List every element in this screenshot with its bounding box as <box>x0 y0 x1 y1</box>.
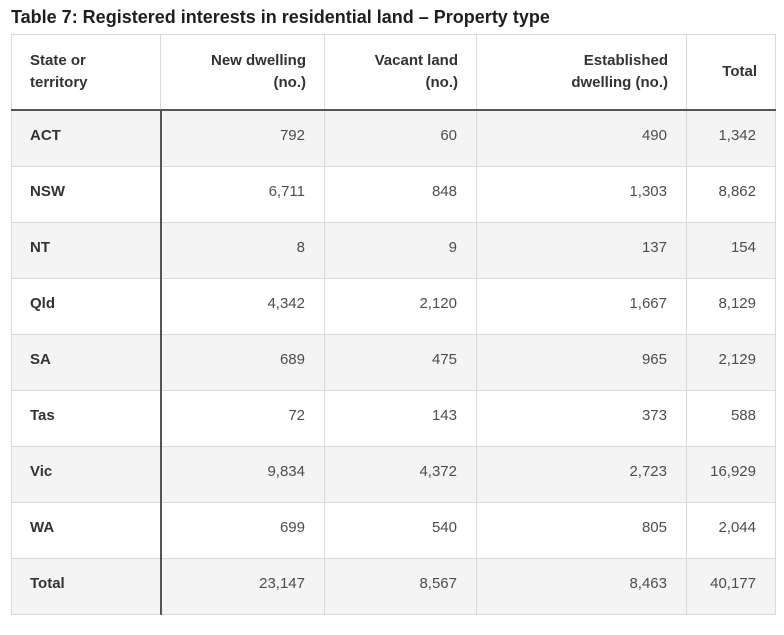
table-row-vic: Vic 9,834 4,372 2,723 16,929 <box>11 445 776 503</box>
column-header-new-dwelling: New dwelling (no.) <box>160 34 325 111</box>
table-row-nsw: NSW 6,711 848 1,303 8,862 <box>11 165 776 223</box>
cell-established-dwelling: 965 <box>476 333 687 391</box>
row-label: Qld <box>11 277 162 335</box>
cell-established-dwelling: 2,723 <box>476 445 687 503</box>
table-row-total: Total 23,147 8,567 8,463 40,177 <box>11 557 776 615</box>
cell-new-dwelling: 8 <box>160 221 325 279</box>
cell-total: 154 <box>686 221 776 279</box>
cell-vacant-land: 9 <box>324 221 477 279</box>
column-header-vacant-land: Vacant land (no.) <box>324 34 477 111</box>
table-row-qld: Qld 4,342 2,120 1,667 8,129 <box>11 277 776 335</box>
cell-established-dwelling: 8,463 <box>476 557 687 615</box>
table-row-tas: Tas 72 143 373 588 <box>11 389 776 447</box>
column-header-label: State or territory <box>30 52 88 91</box>
table-row-act: ACT 792 60 490 1,342 <box>11 109 776 167</box>
cell-established-dwelling: 137 <box>476 221 687 279</box>
cell-new-dwelling: 699 <box>160 501 325 559</box>
cell-established-dwelling: 1,667 <box>476 277 687 335</box>
cell-total: 8,129 <box>686 277 776 335</box>
cell-new-dwelling: 9,834 <box>160 445 325 503</box>
cell-vacant-land: 848 <box>324 165 477 223</box>
cell-new-dwelling: 72 <box>160 389 325 447</box>
header-row: State or territory New dwelling (no.) Va… <box>11 34 776 111</box>
table-row-wa: WA 699 540 805 2,044 <box>11 501 776 559</box>
cell-vacant-land: 143 <box>324 389 477 447</box>
cell-vacant-land: 60 <box>324 109 477 167</box>
cell-total: 588 <box>686 389 776 447</box>
table-row-sa: SA 689 475 965 2,129 <box>11 333 776 391</box>
table-title: Table 7: Registered interests in residen… <box>11 7 550 27</box>
cell-vacant-land: 475 <box>324 333 477 391</box>
cell-vacant-land: 8,567 <box>324 557 477 615</box>
row-label: Tas <box>11 389 162 447</box>
row-label: WA <box>11 501 162 559</box>
row-label: NT <box>11 221 162 279</box>
registered-interests-table: State or territory New dwelling (no.) Va… <box>11 34 776 615</box>
row-label: NSW <box>11 165 162 223</box>
row-label: SA <box>11 333 162 391</box>
cell-vacant-land: 540 <box>324 501 477 559</box>
cell-total: 1,342 <box>686 109 776 167</box>
cell-total: 2,044 <box>686 501 776 559</box>
row-label: ACT <box>11 109 162 167</box>
row-label: Total <box>11 557 162 615</box>
cell-new-dwelling: 23,147 <box>160 557 325 615</box>
cell-new-dwelling: 6,711 <box>160 165 325 223</box>
cell-new-dwelling: 792 <box>160 109 325 167</box>
column-header-label: Established dwelling (no.) <box>571 52 668 91</box>
cell-total: 16,929 <box>686 445 776 503</box>
cell-established-dwelling: 1,303 <box>476 165 687 223</box>
cell-established-dwelling: 490 <box>476 109 687 167</box>
column-header-state-or-territory: State or territory <box>11 34 161 111</box>
cell-total: 2,129 <box>686 333 776 391</box>
cell-new-dwelling: 4,342 <box>160 277 325 335</box>
cell-established-dwelling: 373 <box>476 389 687 447</box>
column-header-total: Total <box>686 34 776 111</box>
cell-total: 8,862 <box>686 165 776 223</box>
row-label: Vic <box>11 445 162 503</box>
column-header-established-dwelling: Established dwelling (no.) <box>476 34 687 111</box>
column-header-label: Vacant land (no.) <box>374 52 458 91</box>
cell-total: 40,177 <box>686 557 776 615</box>
column-header-label: New dwelling (no.) <box>210 52 306 91</box>
column-header-label: Total <box>722 63 757 80</box>
cell-vacant-land: 2,120 <box>324 277 477 335</box>
table-row-nt: NT 8 9 137 154 <box>11 221 776 279</box>
cell-established-dwelling: 805 <box>476 501 687 559</box>
cell-new-dwelling: 689 <box>160 333 325 391</box>
cell-vacant-land: 4,372 <box>324 445 477 503</box>
